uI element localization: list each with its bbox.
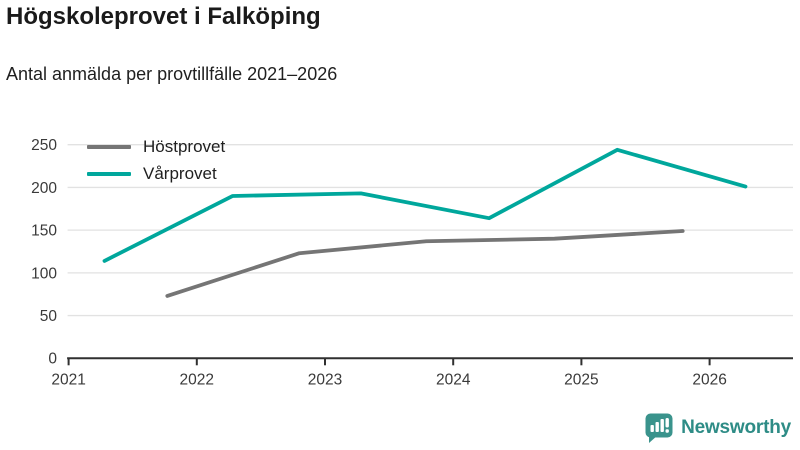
- legend-swatch-varprovet: [87, 172, 131, 176]
- x-tick-label: 2023: [308, 371, 342, 388]
- y-tick-label: 50: [40, 308, 58, 325]
- x-tick-label: 2022: [180, 371, 214, 388]
- y-tick-label: 0: [48, 351, 57, 368]
- legend-label-hostprovet: Höstprovet: [143, 137, 226, 156]
- chart-title: Högskoleprovet i Falköping: [6, 3, 321, 30]
- y-tick-label: 200: [31, 180, 57, 197]
- y-tick-label: 100: [31, 265, 57, 282]
- series-line-1: [102, 147, 748, 263]
- x-tick-label: 2021: [51, 371, 85, 388]
- newsworthy-logo: Newsworthy: [644, 412, 791, 443]
- y-tick-label: 150: [31, 223, 57, 240]
- chart-subtitle: Antal anmälda per provtillfälle 2021–202…: [6, 64, 338, 84]
- legend-item-varprovet: Vårprovet: [87, 162, 225, 186]
- legend-item-hostprovet: Höstprovet: [87, 135, 225, 159]
- x-tick-label: 2026: [692, 371, 726, 388]
- legend-label-varprovet: Vårprovet: [143, 164, 217, 183]
- series-line-0: [165, 229, 685, 298]
- newsworthy-wordmark: Newsworthy: [681, 416, 791, 438]
- legend: Höstprovet Vårprovet: [87, 135, 225, 189]
- x-tick-label: 2024: [436, 371, 471, 388]
- x-tick-label: 2025: [564, 371, 598, 388]
- legend-swatch-hostprovet: [87, 145, 131, 149]
- y-tick-label: 250: [31, 137, 57, 154]
- bar-chart-speech-bubble-icon: [645, 413, 673, 443]
